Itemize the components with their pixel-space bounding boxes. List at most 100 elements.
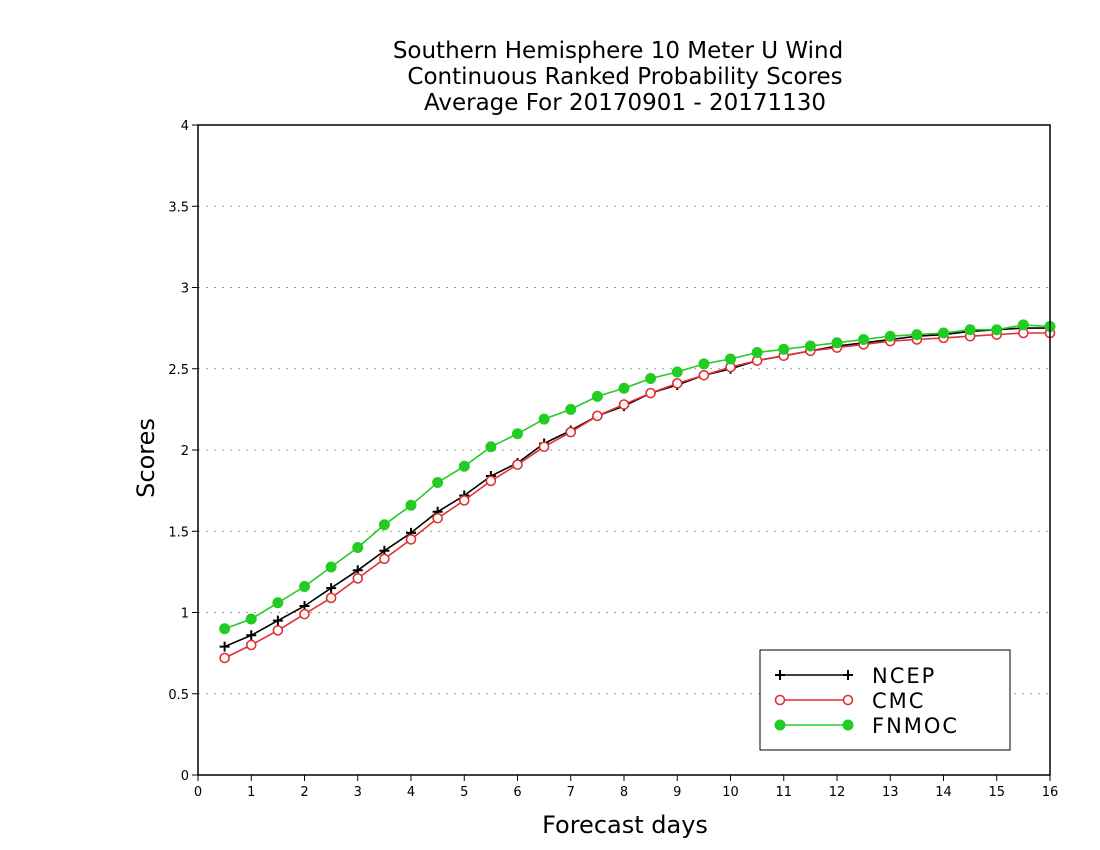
x-tick-label: 2 xyxy=(300,785,308,800)
y-tick-label: 4 xyxy=(181,119,189,134)
series-cmc xyxy=(219,327,1056,664)
x-tick-label: 1 xyxy=(247,785,255,800)
y-axis-label: Scores xyxy=(132,418,160,498)
axes xyxy=(192,124,1051,781)
data-point-fnmoc xyxy=(645,373,657,384)
data-point-cmc xyxy=(379,553,390,565)
data-point-fnmoc xyxy=(751,347,763,358)
x-tick-label: 0 xyxy=(194,785,202,800)
x-tick-label: 5 xyxy=(460,785,468,800)
data-point-fnmoc xyxy=(964,324,976,336)
data-point-cmc xyxy=(512,459,523,470)
data-point-fnmoc xyxy=(858,334,870,345)
data-point-fnmoc xyxy=(538,413,550,425)
data-point-cmc xyxy=(245,639,257,651)
y-tick-label: 2 xyxy=(181,444,189,459)
x-tick-label: 14 xyxy=(935,785,952,800)
x-tick-label: 3 xyxy=(354,785,362,800)
y-tick-label: 0 xyxy=(181,769,189,784)
legend-marker-fnmoc xyxy=(842,719,854,731)
data-point-fnmoc xyxy=(299,581,310,592)
x-tick-label: 9 xyxy=(673,785,681,800)
x-tick-label: 7 xyxy=(567,785,575,800)
x-tick-label: 15 xyxy=(988,785,1005,800)
data-point-fnmoc xyxy=(991,324,1003,336)
data-point-fnmoc xyxy=(512,428,523,440)
x-tick-label: 13 xyxy=(882,785,899,800)
gridlines xyxy=(198,205,1050,695)
y-tick-label: 1 xyxy=(181,607,189,622)
series-line-fnmoc xyxy=(224,324,1051,630)
data-point-cmc xyxy=(458,495,470,506)
data-point-cmc xyxy=(432,512,443,524)
data-point-fnmoc xyxy=(272,597,284,609)
x-tick-label: 12 xyxy=(829,785,846,800)
data-point-cmc xyxy=(565,426,577,438)
data-point-cmc xyxy=(352,573,364,584)
series-layer xyxy=(219,319,1056,664)
x-tick-label: 8 xyxy=(620,785,628,800)
data-point-fnmoc xyxy=(884,330,896,342)
series-line-cmc xyxy=(224,332,1050,659)
data-point-fnmoc xyxy=(618,382,630,394)
chart-title-line-1: Southern Hemisphere 10 Meter U Wind xyxy=(393,38,843,64)
data-point-fnmoc xyxy=(378,519,390,531)
data-point-cmc xyxy=(325,592,337,604)
legend-label-cmc: CMC xyxy=(872,689,925,713)
data-point-fnmoc xyxy=(325,561,337,573)
data-point-cmc xyxy=(299,608,310,620)
legend-entry-ncep: NCEP xyxy=(775,664,936,688)
data-point-cmc xyxy=(645,387,656,399)
data-point-fnmoc xyxy=(938,327,949,339)
data-point-fnmoc xyxy=(458,460,470,472)
data-point-cmc xyxy=(698,369,710,381)
legend-marker-ncep xyxy=(775,670,785,680)
data-point-fnmoc xyxy=(432,477,444,488)
data-point-fnmoc xyxy=(219,623,231,635)
x-tick-label: 10 xyxy=(722,785,739,800)
data-point-cmc xyxy=(618,399,630,410)
chart-title-line-2: Continuous Ranked Probability Scores xyxy=(407,64,842,90)
data-point-cmc xyxy=(538,441,550,453)
data-point-cmc xyxy=(219,652,230,664)
legend-label-ncep: NCEP xyxy=(872,664,936,688)
legend-label-fnmoc: FNMOC xyxy=(872,714,959,738)
data-point-fnmoc xyxy=(725,353,736,365)
data-point-fnmoc xyxy=(698,358,710,370)
data-point-ncep xyxy=(272,615,283,626)
data-point-fnmoc xyxy=(831,337,843,349)
legend-marker-cmc xyxy=(842,694,854,706)
x-tick-label: 6 xyxy=(513,785,521,800)
data-point-fnmoc xyxy=(804,340,816,352)
x-tick-label: 4 xyxy=(407,785,415,800)
data-point-fnmoc xyxy=(485,441,497,453)
legend-entry-fnmoc: FNMOC xyxy=(774,714,959,738)
y-tick-label: 0.5 xyxy=(168,688,189,703)
y-tick-label: 3 xyxy=(181,282,189,297)
data-point-fnmoc xyxy=(245,613,257,625)
data-point-fnmoc xyxy=(405,499,417,511)
data-point-ncep xyxy=(326,583,337,594)
x-axis-label: Forecast days xyxy=(542,811,708,839)
data-point-fnmoc xyxy=(565,403,577,415)
x-tick-label: 11 xyxy=(775,785,792,800)
data-point-cmc xyxy=(272,625,284,636)
data-point-cmc xyxy=(592,410,603,422)
data-point-fnmoc xyxy=(591,390,603,402)
series-ncep xyxy=(219,323,1055,652)
legend-marker-cmc xyxy=(774,694,786,706)
series-line-ncep xyxy=(224,327,1050,648)
series-fnmoc xyxy=(219,319,1056,635)
data-point-fnmoc xyxy=(1017,319,1029,331)
data-point-cmc xyxy=(485,475,497,487)
y-tick-label: 2.5 xyxy=(168,363,189,378)
tick-labels: 00.511.522.533.540 1 2 3 4 5 6 7 8 9 10 11 12 13 14 15 1… xyxy=(168,119,1058,800)
data-point-cmc xyxy=(405,534,417,545)
data-point-fnmoc xyxy=(911,329,923,341)
data-point-ncep xyxy=(246,630,257,641)
x-tick-label: 16 xyxy=(1042,785,1059,800)
legend-marker-fnmoc xyxy=(774,719,786,731)
data-point-ncep xyxy=(219,641,230,652)
